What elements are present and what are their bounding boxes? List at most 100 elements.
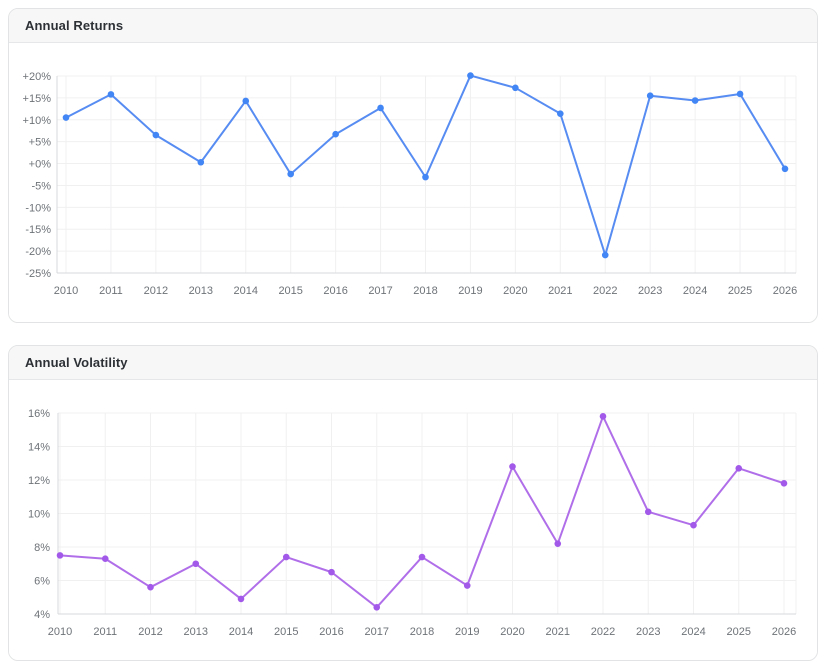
svg-text:2024: 2024 [683,285,707,297]
svg-text:-25%: -25% [25,268,51,280]
data-point[interactable] [282,553,290,561]
svg-text:+5%: +5% [29,137,52,149]
annual-returns-card: Annual Returns +20% +15% +10% +5% +0% -5% -10%… [8,8,818,323]
data-points [62,72,789,259]
data-point[interactable] [467,72,474,79]
data-point[interactable] [332,130,339,138]
svg-text:2017: 2017 [368,285,392,297]
x-axis-labels: 2010 2011 2012 2013 2014 2015 2016 2017 2018 2019… [48,626,796,638]
data-point[interactable] [735,464,743,472]
svg-text:2013: 2013 [184,626,208,638]
svg-text:2020: 2020 [500,626,524,638]
annual-volatility-chart[interactable]: 16% 14% 12% 10% 8% 6% 4% 2010 2011 2012 2013 2014 20… [9,380,817,660]
data-point[interactable] [242,97,250,105]
svg-text:2010: 2010 [48,626,72,638]
data-point[interactable] [152,131,160,139]
annual-returns-chart[interactable]: +20% +15% +10% +5% +0% -5% -10% -15% -20% -25% 201… [9,43,817,322]
svg-text:2016: 2016 [323,285,347,297]
data-point[interactable] [512,84,519,92]
svg-text:2011: 2011 [99,285,123,297]
x-axis-labels: 2010 2011 2012 2013 2014 2015 2016 2017 2018 2019… [54,285,797,297]
chart-canvas[interactable]: 16%14%12%10%8%6%4%2010 2011 2012 2013 2014 20… [9,380,817,660]
svg-text:-15%: -15% [25,224,51,236]
data-point[interactable] [107,91,115,98]
data-point[interactable] [147,583,154,591]
data-point[interactable] [373,604,381,611]
svg-text:14%: 14% [28,442,50,454]
svg-text:10%: 10% [28,509,50,521]
svg-text:12%: 12% [28,475,50,487]
svg-text:2019: 2019 [458,285,482,297]
annual-returns-title: Annual Returns [25,18,124,33]
data-point[interactable] [422,173,429,181]
svg-text:2023: 2023 [636,626,660,638]
data-point[interactable] [463,582,471,589]
svg-text:-5%: -5% [31,180,51,192]
svg-text:2022: 2022 [591,626,615,638]
y-axis-labels: +20% +15% +10% +5% +0% -5% -10% -15% -20% -25% [23,71,52,280]
annual-volatility-card: Annual Volatility 16% 14% 12% 10% 8% 6% 4% 2010… [8,345,818,661]
svg-text:+10%: +10% [23,115,52,127]
data-point[interactable] [599,413,607,420]
svg-text:2022: 2022 [593,285,617,297]
svg-text:2021: 2021 [546,626,570,638]
svg-text:+0%: +0% [29,159,52,171]
svg-text:2025: 2025 [727,626,751,638]
grid-lines [57,75,797,274]
svg-text:2013: 2013 [189,285,213,297]
data-point[interactable] [509,463,516,470]
data-point[interactable] [780,480,788,487]
data-point[interactable] [101,555,109,563]
svg-text:2014: 2014 [229,626,253,638]
chart-canvas[interactable]: +20%+15%+10%+5%+0%-5%-10%-15%-20%-25%201… [9,43,817,322]
data-point[interactable] [418,553,426,561]
grid-lines [58,412,797,615]
data-point[interactable] [601,251,609,259]
svg-text:+20%: +20% [23,71,52,83]
data-point[interactable] [287,170,294,178]
data-point[interactable] [557,110,564,117]
axes [57,413,796,615]
data-point[interactable] [62,114,70,121]
svg-text:2016: 2016 [319,626,343,638]
data-point[interactable] [646,92,654,99]
svg-text:2019: 2019 [455,626,479,638]
data-point[interactable] [691,97,699,104]
annual-volatility-card-header: Annual Volatility [9,346,817,380]
svg-text:2020: 2020 [503,285,527,297]
data-point[interactable] [328,568,335,576]
svg-text:2018: 2018 [410,626,434,638]
data-point[interactable] [56,552,64,559]
data-point[interactable] [690,521,697,529]
svg-text:2026: 2026 [773,285,797,297]
data-point[interactable] [736,90,744,98]
data-point[interactable] [237,595,245,603]
svg-text:2026: 2026 [772,626,796,638]
annual-volatility-title: Annual Volatility [25,355,128,370]
svg-text:2017: 2017 [365,626,389,638]
y-axis-labels: 16% 14% 12% 10% 8% 6% 4% [28,408,50,621]
data-point[interactable] [197,158,205,166]
data-point[interactable] [554,540,562,547]
svg-text:6%: 6% [34,576,50,588]
data-point[interactable] [644,508,652,516]
svg-text:16%: 16% [28,408,50,420]
svg-text:-10%: -10% [25,202,51,214]
data-points [56,413,788,611]
data-point[interactable] [377,104,384,112]
svg-text:2021: 2021 [548,285,572,297]
svg-text:-20%: -20% [25,246,51,258]
svg-text:2014: 2014 [234,285,258,297]
svg-text:2023: 2023 [638,285,662,297]
svg-text:2024: 2024 [681,626,705,638]
svg-text:2015: 2015 [278,285,302,297]
svg-text:+15%: +15% [23,93,52,105]
data-point[interactable] [192,560,200,568]
svg-text:2010: 2010 [54,285,78,297]
svg-text:2011: 2011 [93,626,117,638]
axes [56,76,796,274]
annual-returns-card-header: Annual Returns [9,9,817,43]
data-point[interactable] [781,165,789,173]
svg-text:2012: 2012 [138,626,162,638]
